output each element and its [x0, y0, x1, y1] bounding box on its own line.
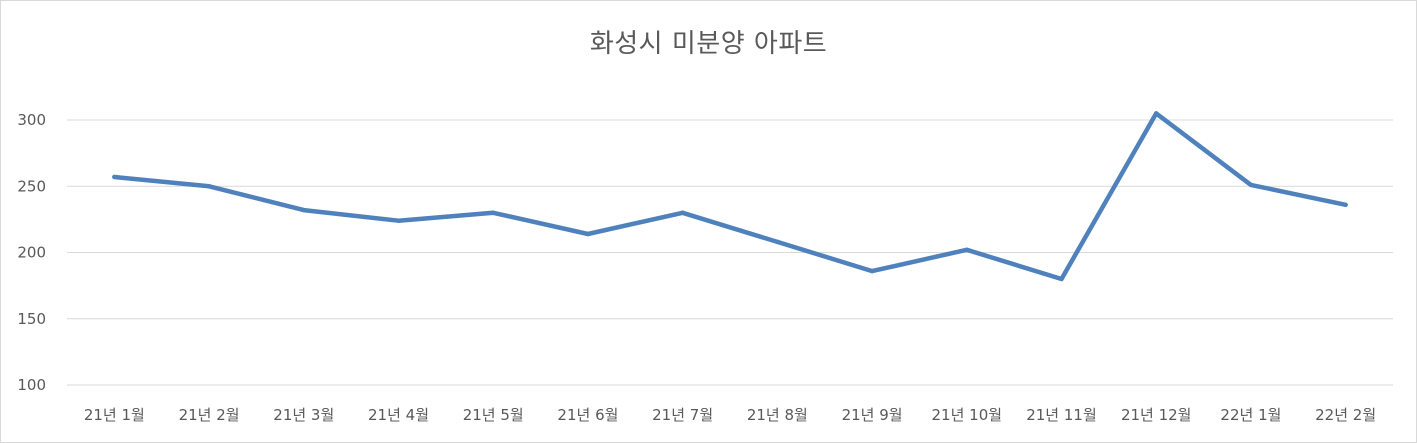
y-tick-label: 150 [17, 310, 46, 328]
x-tick-label: 21년 7월 [652, 406, 713, 424]
y-axis-ticks: 100 150 200 250 300 [17, 111, 46, 394]
series-layer [112, 111, 1348, 282]
data-point [491, 210, 496, 215]
x-tick-label: 21년 4월 [368, 406, 429, 424]
data-point [1343, 202, 1348, 207]
x-tick-label: 21년 9월 [842, 406, 903, 424]
chart-title: 화성시 미분양 아파트 [589, 29, 828, 59]
gridlines [67, 119, 1393, 386]
y-tick-label: 300 [17, 111, 46, 129]
data-point [396, 218, 401, 223]
y-tick-label: 250 [17, 177, 46, 195]
x-tick-label: 21년 10월 [932, 406, 1003, 424]
data-point [206, 184, 212, 189]
x-tick-label: 21년 5월 [463, 406, 524, 424]
x-tick-label: 21년 12월 [1121, 406, 1192, 424]
data-point [964, 247, 969, 253]
data-point [1248, 182, 1254, 188]
data-point [680, 210, 685, 215]
x-tick-label: 21년 3월 [273, 406, 334, 424]
x-tick-label: 21년 8월 [747, 406, 808, 424]
y-tick-label: 200 [17, 244, 46, 262]
data-point [775, 239, 780, 245]
data-point [301, 207, 306, 213]
data-point [112, 174, 117, 180]
x-tick-label: 22년 2월 [1315, 406, 1376, 424]
x-axis-ticks: 21년 1월 21년 2월 21년 3월 21년 4월 21년 5월 21년 6월 21년 … [84, 406, 1376, 424]
x-tick-label: 21년 6월 [557, 406, 618, 424]
data-point [869, 268, 875, 274]
x-tick-label: 21년 1월 [84, 406, 145, 424]
x-tick-label: 21년 2월 [179, 406, 240, 424]
series-line-0 [112, 111, 1348, 282]
x-tick-label: 21년 11월 [1026, 406, 1097, 424]
data-point [1154, 111, 1159, 116]
data-point [585, 231, 591, 237]
x-tick-label: 22년 1월 [1220, 406, 1281, 424]
data-point [1059, 276, 1064, 282]
y-tick-label: 100 [17, 376, 46, 394]
